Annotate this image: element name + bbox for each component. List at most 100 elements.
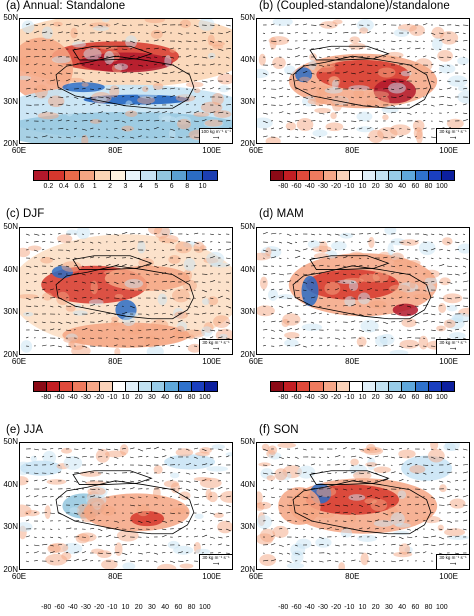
wind-vector [318,233,322,235]
wind-vector [462,528,467,531]
wind-vector [33,560,38,562]
wind-vector [270,232,277,235]
wind-vector [350,320,356,323]
wind-vector [318,47,323,50]
wind-vector [294,103,300,106]
wind-vector [201,511,207,514]
wind-vector [326,127,332,130]
wind-vector [153,47,159,50]
wind-vector [97,48,101,51]
wind-vector [89,102,96,106]
shaded-region [357,292,371,305]
wind-vector [398,479,404,482]
wind-vector [137,257,141,260]
shaded-region [348,494,366,501]
colorbar-diff-labels: -80 -60 -40 -30 -20 -10 10 20 30 40 60 80 100 [270,183,455,193]
wind-vector [73,558,79,562]
wind-vector [398,463,404,466]
shaded-region [437,524,444,531]
map-jja [19,442,233,570]
colorbar-swatch [402,382,416,391]
wind-vector [129,471,134,474]
wind-vector [430,257,434,259]
wind-vector [49,88,54,91]
wind-vector [121,128,127,131]
wind-vector [209,329,216,332]
wind-vector [145,479,150,482]
wind-vector [294,233,298,235]
wind-vector [350,88,354,90]
wind-vector [422,136,426,139]
wind-vector [366,480,371,482]
shaded-region [90,280,98,295]
colorbar-tick-label: 10 [358,604,367,611]
colorbar-tick-label: 60 [411,183,420,190]
wind-vector [326,472,332,474]
wind-vector [177,48,181,50]
shaded-region [387,82,406,94]
shaded-region [20,57,31,66]
wind-vector [358,120,363,122]
wind-vector [270,63,276,66]
wind-vector [177,40,182,43]
wind-vector [270,559,277,562]
shaded-region [48,542,69,553]
wind-vector [193,496,199,499]
wind-vector [201,488,207,491]
wind-vector [286,280,292,283]
colorbar-tick-label: 100 [198,394,211,401]
wind-vector [294,520,297,522]
wind-vector [318,64,325,67]
wind-vector [262,472,269,475]
shaded-region [286,562,305,569]
wind-vector [422,520,426,522]
wind-vector [161,40,165,42]
wind-vector [73,543,77,546]
wind-vector [65,72,71,75]
wind-vector [137,265,141,267]
wind-vector [382,72,387,74]
wind-vector [358,527,363,530]
wind-vector [129,32,135,34]
shaded-region [194,513,204,520]
reference-vector-box: 30 kg m⁻¹ s⁻¹ ⟶ [436,554,470,570]
shaded-region [65,106,74,117]
wind-vector [41,272,48,275]
wind-vector [153,321,156,323]
wind-vector [398,87,404,90]
shaded-region [178,90,196,98]
wind-vector [358,512,362,514]
wind-vector [310,64,317,67]
wind-vector [177,80,181,82]
wind-vector [390,280,396,283]
wind-vector [65,79,70,82]
wind-vector [185,272,191,275]
reference-vector-label: 30 kg m⁻¹ s⁻¹ [439,340,467,345]
wind-vector [358,96,363,99]
wind-vector [430,71,437,74]
wind-vector [326,281,331,284]
shaded-region [267,445,278,455]
wind-vector [278,480,282,483]
wind-vector [121,120,126,123]
wind-vector [462,48,467,51]
colorbar-tick-label: 2 [108,183,113,190]
wind-vector [169,104,174,107]
wind-vector [57,241,61,243]
wind-vector-field [25,23,231,140]
shaded-region [439,484,447,493]
wind-vector [193,321,197,324]
colorbar-swatch [178,382,192,391]
wind-vector [73,305,78,308]
shaded-region [301,275,319,307]
wind-vector [358,241,361,243]
wind-vector [382,233,387,236]
colorbar-tick-label: -20 [331,183,342,190]
wind-vector [326,512,329,514]
wind-vector [318,560,324,563]
wind-vector [358,40,361,42]
wind-vector [185,463,192,466]
wind-vector [129,87,134,90]
latitude-label: 50N [3,222,18,231]
wind-vector [382,88,389,90]
